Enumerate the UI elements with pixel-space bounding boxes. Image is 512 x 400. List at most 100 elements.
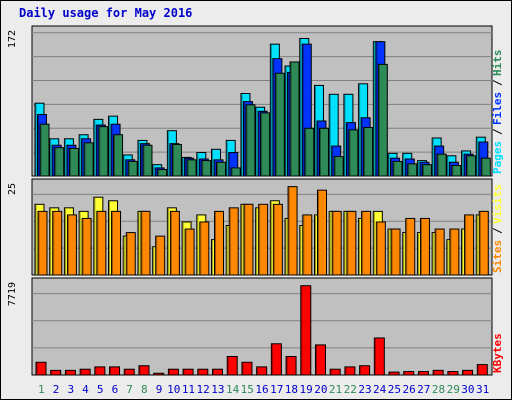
legend-visits: Visits [491,184,504,224]
bar-kbytes-day-31 [476,364,488,376]
bar-sites-day-30 [464,214,475,276]
legend-files: Files [491,92,504,125]
bar-pages-day-27 [421,164,432,177]
x-tick-label-10: 10 [167,383,180,396]
legend-separator: / [491,79,504,86]
bar-kbytes-day-22 [344,366,356,376]
bar-pages-day-16 [260,112,271,177]
bar-pages-day-7 [127,160,138,177]
bar-sites-day-17 [272,203,283,276]
bar-sites-day-8 [140,210,151,276]
bar-pages-day-9 [157,169,168,177]
bar-sites-day-12 [199,221,210,276]
bar-sites-day-2 [52,210,63,276]
bar-kbytes-day-7 [123,368,135,376]
bar-pages-day-19 [304,127,315,177]
bar-sites-day-18 [287,186,298,276]
legend-kbytes: KBytes [491,333,504,373]
x-tick-label-2: 2 [53,383,60,396]
x-tick-label-18: 18 [285,383,298,396]
x-tick-label-14: 14 [226,383,240,396]
x-tick-label-27: 27 [417,383,430,396]
legend-sites: Sites [491,240,504,273]
bar-pages-day-5 [98,126,109,177]
bar-sites-day-3 [66,214,77,276]
bar-kbytes-day-8 [138,365,150,376]
bar-kbytes-day-17 [270,343,282,376]
bar-pages-day-13 [216,161,227,177]
bar-pages-day-1 [39,123,50,177]
legend-separator: / [491,227,504,234]
x-tick-label-31: 31 [476,383,489,396]
bar-pages-day-24 [377,63,388,177]
bar-pages-day-28 [436,153,447,177]
bar-kbytes-day-21 [329,368,341,376]
x-tick-label-12: 12 [197,383,210,396]
y-max-label-kbytes: 7719 [7,282,18,306]
bar-kbytes-day-3 [64,369,76,376]
bar-sites-day-5 [96,210,107,276]
x-tick-label-22: 22 [344,383,357,396]
bar-kbytes-day-25 [388,371,400,376]
bar-pages-day-25 [392,160,403,177]
bar-pages-day-26 [407,163,418,177]
bar-pages-day-14 [230,167,241,177]
bar-sites-day-16 [258,203,269,276]
bar-kbytes-day-27 [417,371,429,376]
bar-kbytes-day-13 [212,368,224,376]
bar-pages-day-3 [68,147,79,177]
bar-sites-day-4 [81,217,92,276]
bar-kbytes-day-29 [447,371,459,376]
bar-pages-day-17 [274,72,285,177]
bar-sites-day-28 [434,228,445,276]
legend-hits: Hits [491,50,504,77]
bar-sites-day-22 [346,210,357,276]
bar-pages-day-31 [480,157,491,177]
bar-sites-day-1 [37,210,48,276]
bar-kbytes-day-26 [403,371,415,376]
bar-pages-day-11 [186,159,197,177]
bar-pages-day-29 [451,164,462,177]
x-tick-label-19: 19 [300,383,313,396]
bar-kbytes-day-24 [373,337,385,376]
bar-sites-day-29 [449,228,460,276]
x-tick-label-21: 21 [329,383,342,396]
x-tick-label-13: 13 [211,383,224,396]
bar-kbytes-day-9 [153,372,165,376]
x-tick-label-15: 15 [241,383,254,396]
bar-kbytes-day-16 [256,366,268,376]
x-tick-label-8: 8 [141,383,148,396]
bar-sites-day-20 [316,189,327,276]
x-tick-label-16: 16 [255,383,268,396]
bar-pages-day-6 [113,134,124,177]
bar-sites-day-13 [214,210,225,276]
bar-pages-day-15 [245,104,256,177]
bar-sites-day-27 [419,217,430,276]
bar-kbytes-day-30 [462,369,474,376]
bar-kbytes-day-12 [197,368,209,376]
bar-kbytes-day-14 [226,355,238,376]
bar-kbytes-day-15 [241,361,253,376]
x-tick-label-24: 24 [373,383,387,396]
panel-kbytes-background [31,277,493,376]
bar-kbytes-day-28 [432,369,444,376]
legend-separator: / [491,128,504,135]
bar-pages-day-4 [83,142,94,177]
bar-sites-day-23 [361,210,372,276]
bar-sites-day-31 [478,210,489,276]
bar-pages-day-8 [142,144,153,177]
y-max-label-visits: 25 [7,183,18,195]
bar-sites-day-24 [375,221,386,276]
bar-sites-day-19 [302,214,313,276]
bar-kbytes-day-4 [79,368,91,376]
bar-kbytes-day-2 [50,369,62,376]
bar-kbytes-day-11 [182,368,194,376]
bar-pages-day-30 [466,155,477,177]
x-tick-label-28: 28 [432,383,445,396]
legend-pages: Pages [491,141,504,174]
bar-sites-day-11 [184,228,195,276]
bar-sites-day-25 [390,228,401,276]
bar-sites-day-21 [331,210,342,276]
bar-kbytes-day-5 [94,366,106,376]
